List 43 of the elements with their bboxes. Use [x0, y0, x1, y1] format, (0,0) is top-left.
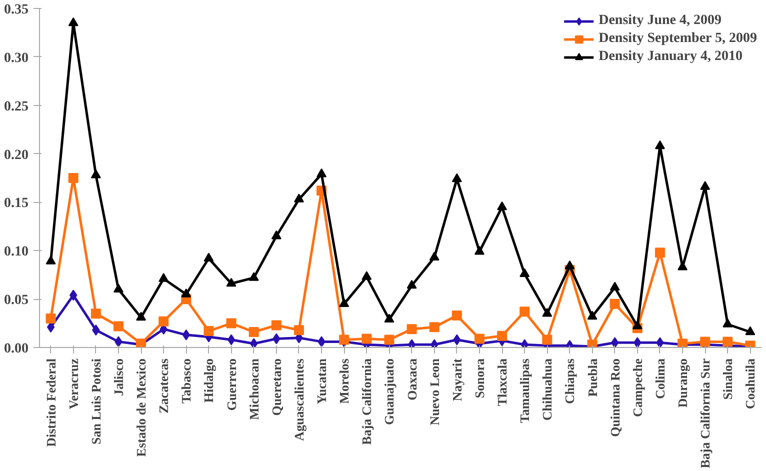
x-tick-label: Hidalgo [201, 358, 216, 403]
x-tick-label: Oaxaca [404, 358, 420, 400]
x-tick-label: Sonora [472, 358, 487, 398]
y-tick-label: 0.05 [4, 293, 28, 308]
x-tick-label: Tabasco [178, 358, 194, 404]
x-tick-label: Yucatan [314, 358, 330, 404]
x-tick-label: Chihuahua [540, 358, 555, 421]
x-tick-label: Guanajuato [382, 358, 397, 425]
x-tick-label: San Luis Potosi [88, 358, 104, 444]
y-tick-label: 0.20 [4, 148, 28, 163]
x-tick-label: Michoacan [246, 358, 262, 420]
legend-label: Density September 5, 2009 [598, 30, 757, 48]
y-tick-label: 0.35 [4, 2, 28, 18]
x-tick-label: Nayarit [449, 358, 464, 402]
x-tick-label: Estado de Mexico [134, 358, 149, 457]
y-tick-label: 0.30 [4, 50, 28, 66]
x-tick-label: Guerrero [224, 358, 239, 411]
x-tick-label: Campeche [630, 358, 645, 417]
x-tick-label: Tlaxcala [494, 358, 510, 406]
x-tick-label: Durango [675, 358, 690, 408]
x-tick-label: Chiapas [562, 358, 578, 404]
legend-label: Density January 4, 2010 [598, 48, 742, 66]
x-tick-label: Puebla [584, 358, 600, 397]
x-tick-label: Morelos [336, 358, 352, 404]
y-tick-label: 0.10 [4, 244, 28, 260]
x-tick-label: Sinaloa [720, 358, 736, 400]
y-tick-label: 0.15 [4, 196, 28, 212]
x-tick-label: Quintana Roo [607, 358, 622, 437]
x-tick-label: Nuevo Leon [426, 358, 442, 426]
x-tick-label: Queretaro [268, 358, 284, 416]
y-tick-label: 0.25 [4, 99, 28, 114]
x-tick-label: Veracruz [66, 358, 81, 410]
x-tick-label: Tamaulipas [517, 358, 532, 424]
x-tick-label: Colima [652, 358, 668, 399]
x-tick-label: Aguascalientes [291, 358, 306, 441]
x-tick-label: Baja California Sur [698, 358, 713, 468]
x-tick-label: Jalisco [110, 358, 126, 396]
x-tick-label: Zacatecas [156, 358, 172, 414]
legend-label: Density June 4, 2009 [598, 12, 722, 30]
y-tick-label: 0.00 [4, 342, 28, 356]
x-tick-label: Coahuila [742, 358, 758, 410]
x-tick-label: Baja California [359, 358, 374, 445]
x-tick-label: Distrito Federal [43, 358, 58, 447]
